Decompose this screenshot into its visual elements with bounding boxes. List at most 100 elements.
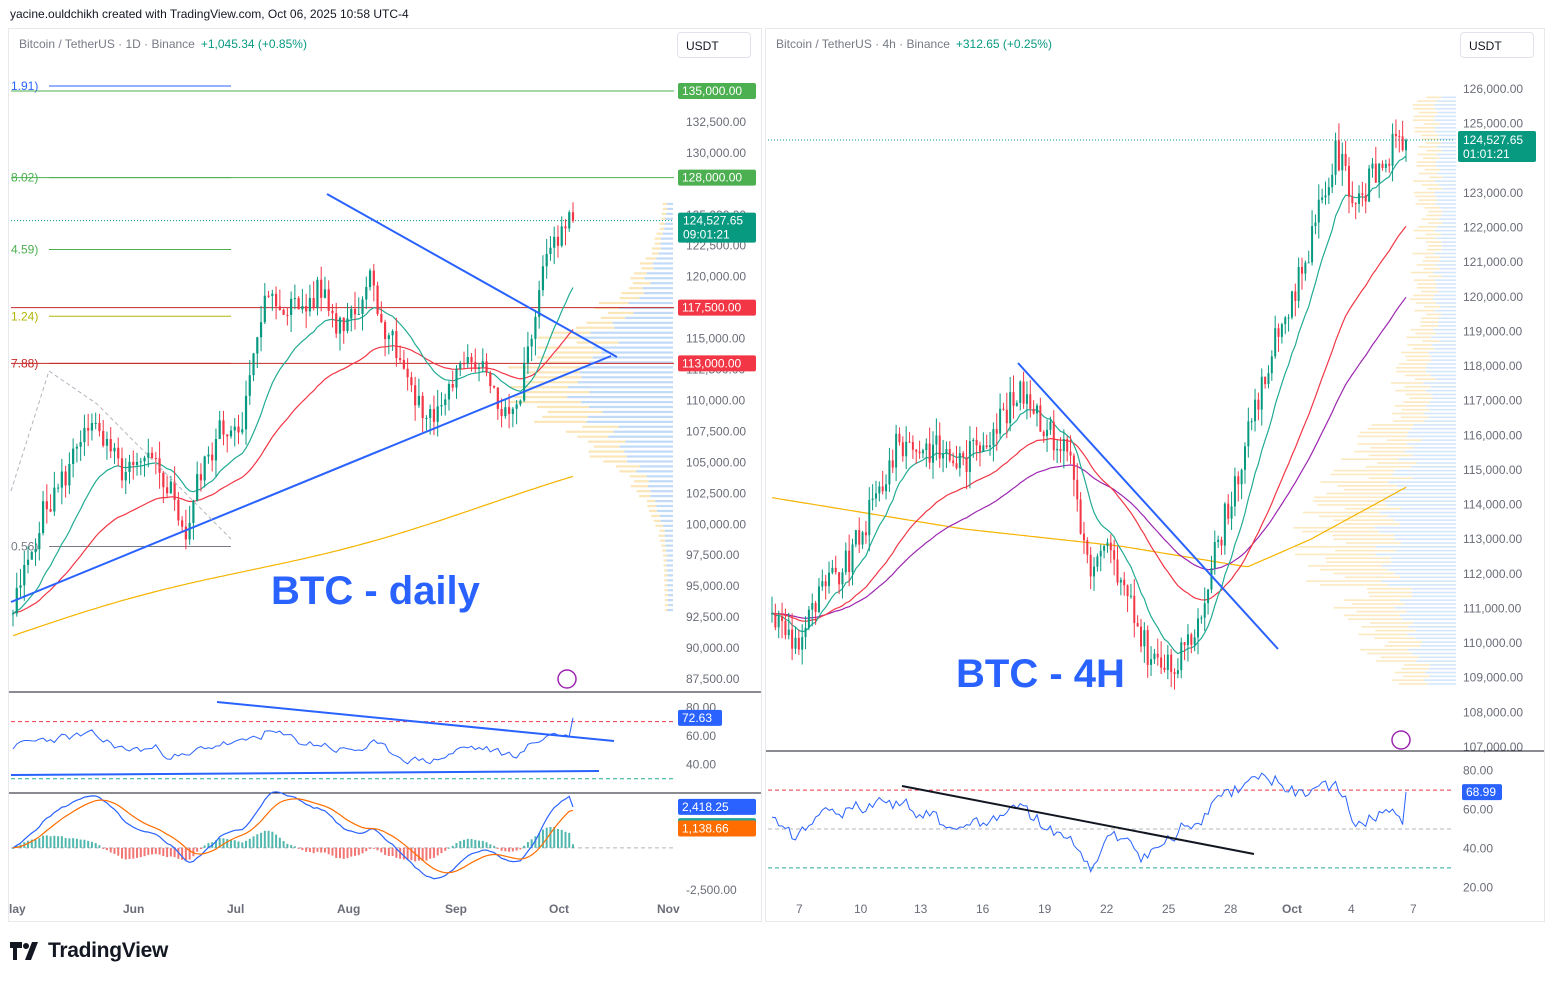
daily-volume-profile-bar (667, 599, 673, 602)
daily-macd-histogram-bar (173, 847, 176, 858)
daily-candle (489, 372, 492, 386)
daily-currency-button[interactable]: USDT (677, 32, 751, 58)
daily-macd-histogram-bar (45, 835, 48, 848)
daily-price-tick: 92,500.00 (686, 610, 740, 624)
daily-volume-profile-bar (625, 440, 673, 443)
4h-price-tick: 126,000.00 (1463, 82, 1523, 96)
daily-volume-profile-bar (664, 594, 669, 597)
4h-currency-button[interactable]: USDT (1460, 32, 1534, 58)
4h-candle (817, 586, 820, 613)
4h-candle (935, 435, 938, 445)
daily-candle (549, 247, 552, 255)
4h-rsi-tick: 40.00 (1463, 841, 1493, 855)
daily-volume-profile-bar (509, 386, 569, 389)
4h-volume-profile-bar (1430, 374, 1456, 377)
4h-volume-profile-bar (1415, 203, 1436, 205)
4h-time-tick: 7 (1410, 902, 1417, 916)
4h-candle (1327, 187, 1330, 196)
chart-credit: yacine.ouldchikh created with TradingVie… (10, 7, 409, 21)
daily-macd-histogram-bar (402, 847, 405, 860)
daily-macd-histogram-bar (184, 847, 187, 861)
4h-volume-profile-bar (1417, 283, 1437, 285)
tradingview-footer[interactable]: TradingView (10, 938, 168, 964)
4h-candle (1156, 653, 1159, 658)
daily-candle (132, 461, 135, 465)
4h-candle (1257, 399, 1260, 410)
4h-volume-profile-bar (1384, 645, 1421, 647)
4h-volume-profile-bar (1420, 645, 1456, 647)
daily-candle (38, 533, 41, 550)
4h-volume-profile-bar (1438, 218, 1456, 221)
daily-volume-profile-bar (655, 499, 673, 503)
4h-volume-profile-bar (1442, 210, 1456, 213)
4h-symbol: Bitcoin / TetherUS · 4h · Binance (776, 37, 950, 51)
daily-macd-histogram-bar (293, 846, 296, 848)
daily-volume-profile-bar (526, 381, 578, 384)
daily-macd-histogram-bar (229, 839, 232, 848)
4h-chart-panel[interactable]: 126,000.00 125,000.00 123,000.00 122,000.00… (765, 28, 1545, 922)
daily-macd-histogram-bar (192, 847, 195, 857)
daily-macd-histogram-bar (218, 838, 221, 848)
daily-macd-histogram-bar (354, 847, 357, 856)
daily-candle (323, 289, 327, 298)
daily-volume-profile-bar (538, 336, 581, 339)
daily-macd-histogram-bar (504, 847, 507, 852)
lightning-icon (1391, 730, 1411, 750)
daily-candle (432, 409, 436, 422)
4h-candle (1240, 469, 1243, 485)
daily-volume-profile-bar (660, 247, 673, 250)
4h-volume-profile-bar (1435, 237, 1456, 240)
daily-chart-canvas[interactable]: 135,000.00132,500.00130,000.00125,000.00… (9, 29, 761, 921)
4h-volume-profile-bar (1306, 580, 1382, 582)
4h-candle (952, 460, 955, 464)
4h-candle (1143, 630, 1146, 647)
daily-volume-profile-bar (555, 351, 602, 354)
daily-candle (222, 420, 225, 435)
4h-volume-profile-bar (1341, 458, 1399, 461)
daily-macd-histogram-bar (342, 847, 345, 859)
daily-chart-panel[interactable]: 135,000.00132,500.00130,000.00125,000.00… (8, 28, 762, 922)
daily-volume-profile-bar (589, 455, 627, 458)
daily-macd-histogram-bar (549, 826, 552, 848)
daily-volume-profile-bar (613, 430, 673, 433)
4h-volume-profile-bar (1403, 664, 1430, 666)
4h-chart-canvas[interactable]: 126,000.00 125,000.00 123,000.00 122,000.00… (766, 29, 1544, 921)
4h-volume-profile-bar (1391, 412, 1424, 415)
daily-volume-profile-bar (636, 470, 673, 473)
4h-volume-profile-bar (1294, 553, 1376, 556)
4h-volume-profile-bar (1375, 553, 1456, 556)
daily-volume-profile-bar (525, 371, 580, 374)
daily-volume-profile-bar (664, 608, 668, 612)
daily-candle (508, 407, 511, 414)
4h-rsi-value: 68.99 (1466, 785, 1496, 799)
daily-candle (530, 338, 533, 347)
daily-candle (425, 417, 428, 419)
4h-candle (972, 439, 975, 442)
daily-volume-profile-bar (625, 316, 673, 319)
daily-volume-profile-bar (651, 514, 660, 518)
4h-candle (891, 460, 894, 468)
daily-macd-histogram-bar (493, 845, 496, 848)
4h-candle (1019, 381, 1022, 403)
4h-volume-profile-bar (1333, 572, 1395, 575)
4h-volume-profile-bar (1413, 180, 1435, 182)
4h-candle (1170, 654, 1173, 673)
4h-volume-profile-bar (1426, 214, 1442, 217)
4h-volume-profile-bar (1431, 336, 1456, 339)
daily-volume-profile-bar (534, 420, 587, 423)
daily-candle (383, 322, 387, 340)
4h-volume-profile-bar (1302, 511, 1380, 514)
daily-macd-histogram-bar (440, 847, 443, 854)
4h-candle (1200, 617, 1203, 619)
4h-candle (1217, 539, 1220, 543)
4h-volume-profile-bar (1424, 306, 1441, 308)
4h-volume-profile-bar (1410, 328, 1434, 331)
daily-candle (290, 298, 293, 315)
4h-volume-profile-bar (1414, 309, 1436, 312)
daily-candle (147, 452, 150, 458)
daily-volume-profile-bar (639, 495, 651, 498)
4h-volume-profile-bar (1441, 245, 1456, 247)
4h-candle (1337, 140, 1340, 171)
daily-candle (252, 353, 255, 376)
daily-candle (511, 408, 514, 414)
